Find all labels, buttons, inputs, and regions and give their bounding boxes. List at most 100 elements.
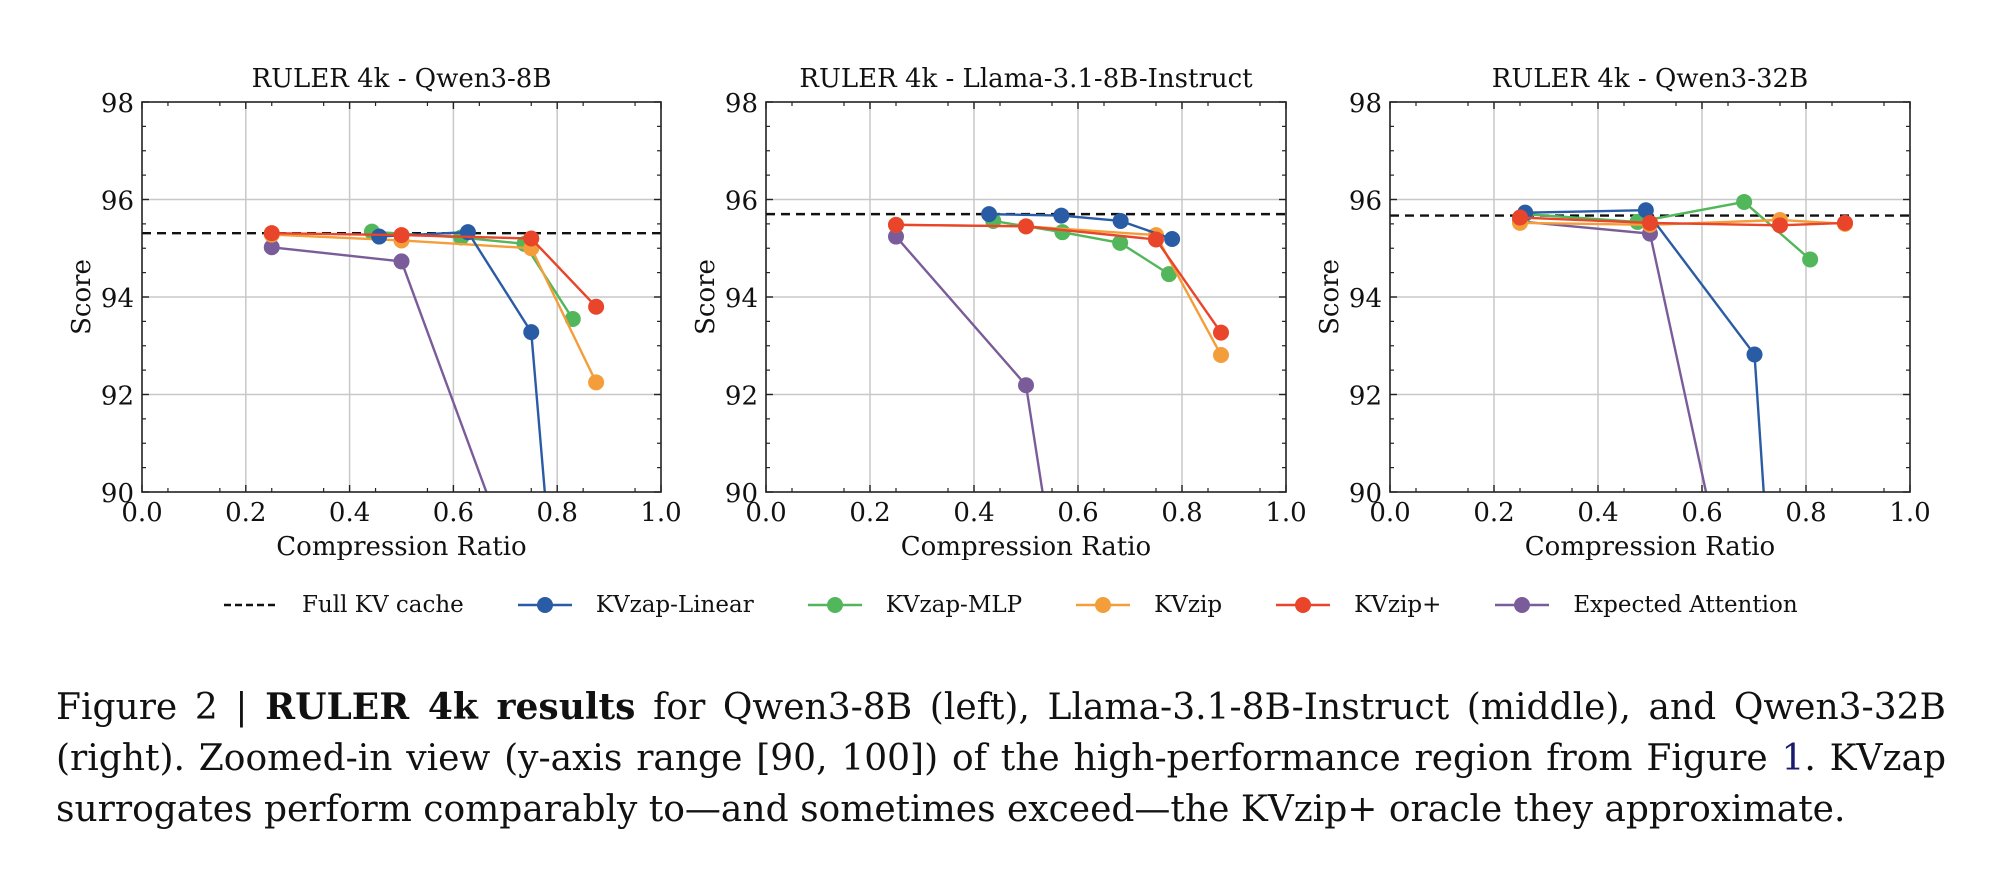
data-point	[1837, 214, 1853, 231]
series-kvzap-linear	[981, 206, 1181, 247]
legend-label: Expected Attention	[1573, 592, 1798, 618]
x-tick-label: 0.2	[849, 498, 890, 528]
line-marker-icon	[1276, 597, 1331, 613]
data-point	[1213, 347, 1229, 364]
x-tick-label: 0.4	[329, 498, 370, 528]
y-tick-label: 96	[725, 187, 758, 217]
series-line	[989, 212, 1173, 241]
data-point	[1018, 218, 1034, 235]
x-tick-label: 0.6	[433, 498, 474, 528]
data-point	[393, 227, 410, 244]
series-line	[379, 230, 547, 492]
data-point	[1054, 224, 1071, 241]
data-point	[1746, 346, 1763, 363]
legend: Full KV cache KVzap-Linear KVzap-MLP KVzip K…	[222, 592, 1850, 618]
data-point	[1053, 207, 1070, 224]
legend-label: KVzap-Linear	[595, 592, 754, 618]
x-tick-label: 0.4	[953, 498, 994, 528]
data-point	[523, 230, 540, 247]
data-point	[1213, 324, 1229, 341]
x-tick-label: 0.2	[225, 498, 266, 528]
series-line	[1525, 209, 1765, 492]
dashed-line-icon	[224, 603, 278, 607]
y-tick-label: 90	[725, 479, 758, 509]
data-point	[1802, 251, 1819, 268]
data-point	[393, 253, 410, 270]
x-tick-label: 0.8	[537, 498, 578, 528]
line-marker-icon	[807, 597, 862, 613]
y-tick-label: 92	[101, 382, 134, 412]
series-line	[895, 223, 1222, 334]
series-line	[1525, 200, 1811, 261]
x-tick-label: 0.8	[1785, 498, 1826, 528]
x-tick-label: 0.2	[1473, 498, 1514, 528]
data-point	[588, 374, 605, 391]
line-marker-icon	[517, 597, 572, 613]
caption-bold-title: RULER 4k results	[265, 686, 636, 728]
data-point	[263, 225, 280, 242]
x-axis-label: Compression Ratio	[901, 532, 1151, 560]
legend-label: Full KV cache	[302, 592, 464, 618]
figure-panels: 0.0 0.2 0.4 0.6 0.8 1.0 90 92 94 96 98 RULER 4k - Q…	[67, 64, 1931, 560]
data-point	[1112, 212, 1129, 229]
y-axis-label: Score	[691, 259, 721, 335]
data-point	[523, 324, 540, 341]
chart-title: RULER 4k - Llama-3.1-8B-Instruct	[799, 64, 1253, 94]
x-tick-label: 0.6	[1681, 498, 1722, 528]
legend-label: KVzip+	[1354, 592, 1442, 618]
data-point	[1164, 230, 1181, 247]
chart-title: RULER 4k - Qwen3-32B	[1492, 64, 1808, 94]
series-line	[271, 231, 597, 308]
data-point	[588, 298, 605, 315]
y-tick-label: 90	[101, 479, 134, 509]
data-point	[1018, 377, 1034, 394]
y-tick-label: 98	[101, 89, 134, 119]
data-point	[888, 216, 904, 233]
series-kvzip-	[263, 225, 605, 315]
legend-item-full-kv-cache: Full KV cache	[222, 592, 464, 618]
y-tick-label: 98	[1349, 89, 1382, 119]
x-tick-label: 0.6	[1057, 498, 1098, 528]
chart-panel-3: 0.0 0.2 0.4 0.6 0.8 1.0 90 92 94 96 98 RULER 4k - Q…	[1315, 64, 1931, 560]
legend-item-kvzip: KVzip	[1074, 592, 1222, 618]
x-tick-label: 0.8	[1161, 498, 1202, 528]
chart-panel-2: 0.0 0.2 0.4 0.6 0.8 1.0 90 92 94 96 98 RULER 4k - L…	[691, 64, 1307, 560]
series-line	[1519, 220, 1708, 492]
y-tick-label: 94	[101, 284, 134, 314]
data-point	[371, 228, 388, 245]
line-marker-icon	[1495, 597, 1550, 613]
y-tick-label: 94	[1349, 284, 1382, 314]
chart-title: RULER 4k - Qwen3-8B	[252, 64, 552, 94]
y-axis-label: Score	[67, 259, 97, 335]
data-point	[1161, 266, 1177, 283]
y-tick-label: 92	[1349, 382, 1382, 412]
series-expected-attention	[1512, 213, 1708, 492]
y-tick-label: 94	[725, 284, 758, 314]
series-line	[1519, 218, 1846, 227]
y-tick-label: 92	[725, 382, 758, 412]
x-tick-label: 1.0	[640, 498, 681, 528]
legend-item-kvzip-: KVzip+	[1274, 592, 1441, 618]
legend-label: KVzap-MLP	[885, 592, 1023, 618]
series-expected-attention	[888, 228, 1044, 492]
data-point	[1736, 193, 1753, 210]
y-tick-label: 90	[1349, 479, 1382, 509]
series-kvzip-	[1512, 209, 1853, 234]
series-line	[1519, 216, 1846, 227]
series-kvzap-mlp	[985, 212, 1177, 283]
data-point	[1512, 209, 1528, 226]
data-point	[1112, 234, 1129, 251]
y-tick-label: 96	[101, 187, 134, 217]
x-tick-label: 0.4	[1577, 498, 1618, 528]
data-point	[1148, 231, 1164, 248]
series-kvzap-mlp	[1517, 193, 1819, 268]
line-marker-icon	[1076, 597, 1131, 613]
legend-item-kvzap-linear: KVzap-Linear	[516, 592, 754, 618]
y-axis-label: Score	[1315, 259, 1345, 335]
data-point	[1772, 217, 1788, 234]
x-tick-label: 1.0	[1265, 498, 1306, 528]
series-kvzap-linear	[371, 224, 547, 492]
figure-reference-link[interactable]: 1	[1781, 738, 1805, 779]
x-axis-label: Compression Ratio	[276, 532, 526, 560]
series-expected-attention	[263, 239, 488, 492]
